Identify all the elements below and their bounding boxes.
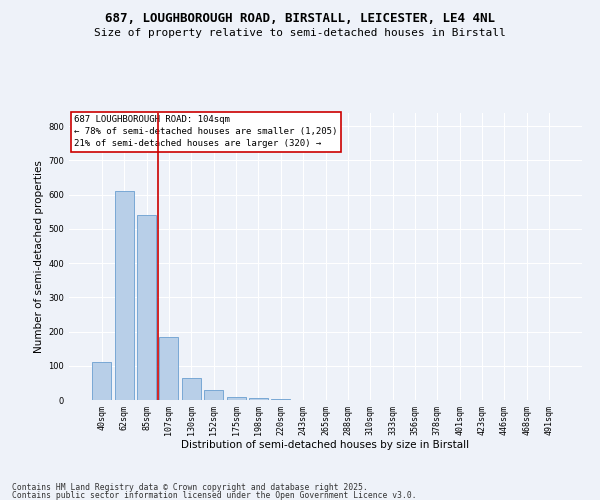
X-axis label: Distribution of semi-detached houses by size in Birstall: Distribution of semi-detached houses by … (181, 440, 470, 450)
Bar (115, 191, 134, 400)
Text: Size of property relative to semi-detached houses in Birstall: Size of property relative to semi-detach… (94, 28, 506, 38)
Text: 687 LOUGHBOROUGH ROAD: 104sqm
← 78% of semi-detached houses are smaller (1,205)
: 687 LOUGHBOROUGH ROAD: 104sqm ← 78% of s… (74, 116, 338, 148)
Text: Contains HM Land Registry data © Crown copyright and database right 2025.: Contains HM Land Registry data © Crown c… (12, 483, 368, 492)
Bar (182, 378, 201, 400)
Y-axis label: Number of semi-detached properties: Number of semi-detached properties (34, 160, 44, 352)
Text: 687, LOUGHBOROUGH ROAD, BIRSTALL, LEICESTER, LE4 4NL: 687, LOUGHBOROUGH ROAD, BIRSTALL, LEICES… (105, 12, 495, 26)
Bar (204, 390, 223, 400)
Bar (249, 398, 268, 400)
Bar (227, 396, 245, 400)
Bar (92, 362, 112, 400)
Text: Contains public sector information licensed under the Open Government Licence v3: Contains public sector information licen… (12, 492, 416, 500)
Bar (137, 215, 156, 400)
Bar (160, 336, 178, 400)
